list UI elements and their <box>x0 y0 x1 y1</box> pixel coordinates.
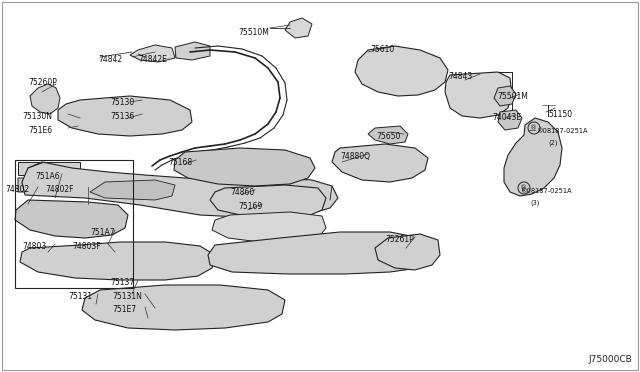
Polygon shape <box>355 46 448 96</box>
Text: 751E6: 751E6 <box>28 126 52 135</box>
Text: 75137: 75137 <box>110 278 134 287</box>
Polygon shape <box>174 148 315 186</box>
Polygon shape <box>210 185 326 218</box>
Text: ®08187-0251A: ®08187-0251A <box>536 128 588 134</box>
Text: 751E7: 751E7 <box>112 305 136 314</box>
Text: 74842E: 74842E <box>138 55 167 64</box>
Text: 75136: 75136 <box>110 112 134 121</box>
Text: 75168: 75168 <box>168 158 192 167</box>
Polygon shape <box>130 45 175 62</box>
Text: 74803: 74803 <box>22 242 46 251</box>
Text: 75501M: 75501M <box>497 92 528 101</box>
Text: 75261P: 75261P <box>385 235 413 244</box>
Text: (2): (2) <box>548 140 557 147</box>
Polygon shape <box>18 162 80 175</box>
Text: ®08187-0251A: ®08187-0251A <box>520 188 572 194</box>
Polygon shape <box>285 18 312 38</box>
Polygon shape <box>375 234 440 270</box>
Polygon shape <box>445 72 512 118</box>
Polygon shape <box>494 86 516 106</box>
Text: 75650: 75650 <box>376 132 401 141</box>
Text: 75131N: 75131N <box>112 292 142 301</box>
Text: 75510M: 75510M <box>238 28 269 37</box>
Polygon shape <box>332 144 428 182</box>
Polygon shape <box>504 118 562 196</box>
Text: ®: ® <box>531 125 538 131</box>
Text: 75130: 75130 <box>110 98 134 107</box>
Text: 51150: 51150 <box>548 110 572 119</box>
Bar <box>15 160 133 288</box>
Polygon shape <box>175 42 210 60</box>
Text: 74802F: 74802F <box>45 185 74 194</box>
Text: 751A6: 751A6 <box>35 172 60 181</box>
Text: 74843: 74843 <box>448 72 472 81</box>
Polygon shape <box>30 84 60 114</box>
Polygon shape <box>58 96 192 136</box>
Text: J75000CB: J75000CB <box>588 355 632 364</box>
Text: 74842: 74842 <box>98 55 122 64</box>
Polygon shape <box>90 180 175 200</box>
Polygon shape <box>212 212 326 242</box>
Polygon shape <box>15 200 128 238</box>
Text: (3): (3) <box>530 199 540 205</box>
Polygon shape <box>20 242 215 280</box>
Polygon shape <box>22 162 338 218</box>
Text: 75169: 75169 <box>238 202 262 211</box>
Polygon shape <box>18 178 80 192</box>
Text: 75130N: 75130N <box>22 112 52 121</box>
Text: 751A7: 751A7 <box>90 228 115 237</box>
Text: 74880Q: 74880Q <box>340 152 370 161</box>
Text: 75260P: 75260P <box>28 78 57 87</box>
Text: 74802: 74802 <box>5 185 29 194</box>
Text: 74860: 74860 <box>230 188 254 197</box>
Text: 74043E: 74043E <box>492 113 521 122</box>
Text: 75131: 75131 <box>68 292 92 301</box>
Polygon shape <box>82 285 285 330</box>
Polygon shape <box>498 110 522 130</box>
Text: ®: ® <box>520 185 527 191</box>
Text: 75610: 75610 <box>370 45 394 54</box>
Text: 74803F: 74803F <box>72 242 100 251</box>
Polygon shape <box>208 232 435 274</box>
Polygon shape <box>368 126 408 144</box>
